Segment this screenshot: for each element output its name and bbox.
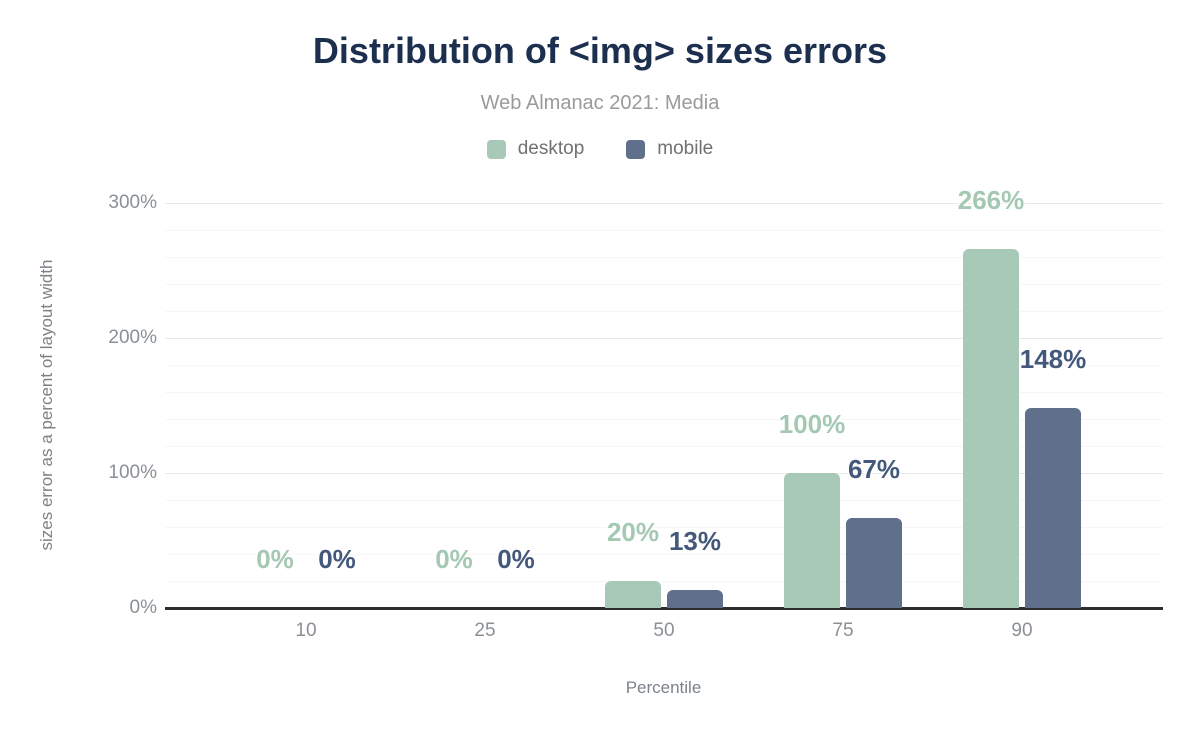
minor-gridline-140: [165, 419, 1163, 420]
x-tick-label-50: 50: [653, 620, 675, 641]
value-label-desktop-90: 266%: [957, 185, 1025, 215]
minor-gridline-80: [165, 500, 1163, 501]
bar-mobile-50[interactable]: [667, 590, 723, 608]
x-axis-line: [165, 607, 1163, 610]
value-label-desktop-25: 0%: [435, 544, 473, 574]
bar-mobile-75[interactable]: [846, 518, 902, 608]
value-label-desktop-10: 0%: [256, 544, 294, 574]
x-tick-label-75: 75: [832, 620, 854, 641]
y-tick-label-200: 200%: [108, 327, 157, 348]
legend-label: mobile: [657, 138, 714, 159]
legend-item-mobile[interactable]: mobile: [626, 138, 713, 160]
minor-gridline-120: [165, 446, 1163, 447]
value-label-desktop-50: 20%: [606, 517, 660, 547]
value-label-mobile-25: 0%: [497, 544, 535, 574]
minor-gridline-60: [165, 527, 1163, 528]
bar-mobile-90[interactable]: [1025, 408, 1081, 608]
y-tick-label-100: 100%: [108, 462, 157, 483]
value-label-mobile-75: 67%: [847, 454, 901, 484]
chart-subtitle: Web Almanac 2021: Media: [480, 92, 720, 114]
chart-title: Distribution of <img> sizes errors: [312, 30, 888, 71]
value-label-mobile-50: 13%: [668, 526, 722, 556]
minor-gridline-20: [165, 581, 1163, 582]
minor-gridline-180: [165, 365, 1163, 366]
major-gridline-200: [165, 338, 1163, 339]
value-label-desktop-75: 100%: [778, 409, 846, 439]
bar-desktop-50[interactable]: [605, 581, 661, 608]
legend-item-desktop[interactable]: desktop: [486, 138, 585, 160]
x-tick-label-90: 90: [1011, 620, 1033, 641]
legend: desktop mobile: [0, 138, 1200, 160]
legend-label: desktop: [517, 138, 585, 159]
minor-gridline-260: [165, 257, 1163, 258]
minor-gridline-240: [165, 284, 1163, 285]
minor-gridline-160: [165, 392, 1163, 393]
major-gridline-100: [165, 473, 1163, 474]
y-tick-label-0: 0%: [129, 597, 157, 618]
y-axis-title: sizes error as a percent of layout width: [37, 259, 56, 551]
legend-swatch-mobile: [626, 139, 646, 159]
value-label-mobile-10: 0%: [318, 544, 356, 574]
x-tick-label-25: 25: [474, 620, 496, 641]
legend-swatch-desktop: [486, 139, 506, 159]
minor-gridline-280: [165, 230, 1163, 231]
minor-gridline-220: [165, 311, 1163, 312]
bar-desktop-75[interactable]: [784, 473, 840, 608]
x-axis-title: Percentile: [625, 678, 702, 697]
y-tick-label-300: 300%: [108, 192, 157, 213]
bar-desktop-90[interactable]: [963, 249, 1019, 608]
minor-gridline-40: [165, 554, 1163, 555]
value-label-mobile-90: 148%: [1019, 344, 1087, 374]
major-gridline-300: [165, 203, 1163, 204]
x-tick-label-10: 10: [295, 620, 317, 641]
